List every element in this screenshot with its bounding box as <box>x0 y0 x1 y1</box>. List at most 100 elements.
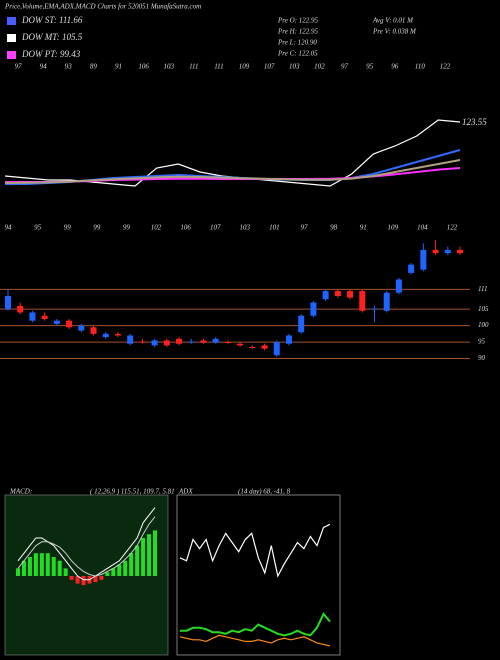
macd-bar <box>99 576 104 580</box>
info-text: Pre V: 0.038 M <box>372 28 417 36</box>
macd-line <box>17 516 156 577</box>
macd-bar <box>16 568 20 576</box>
macd-bar <box>129 553 134 576</box>
price-label: 97 <box>15 63 23 71</box>
price-label: 107 <box>264 63 275 71</box>
price-label: 103 <box>289 63 300 71</box>
candle-body <box>359 291 366 311</box>
candle-body <box>408 264 415 273</box>
panel-params: (14 day) 68, -41, 8 <box>238 488 291 496</box>
price-label: 107 <box>210 224 221 232</box>
macd-bar <box>111 568 116 576</box>
candle-body <box>127 335 134 344</box>
candle-body <box>139 341 146 343</box>
candle-body <box>188 341 195 343</box>
candle-body <box>432 249 439 254</box>
y-tick-label: 95 <box>478 338 486 346</box>
candle-body <box>41 315 48 320</box>
price-label: 97 <box>301 224 309 232</box>
macd-bar <box>21 560 26 576</box>
candle-body <box>395 279 402 293</box>
price-label: 111 <box>189 63 198 71</box>
price-label: 103 <box>240 224 251 232</box>
price-label: 91 <box>115 63 122 71</box>
macd-bar <box>27 557 32 576</box>
candle-body <box>102 333 109 338</box>
price-label: 97 <box>341 63 349 71</box>
panel-params: ( 12,26,9 ) 115.51, 109.7, 5.81 <box>90 488 175 496</box>
candle-body <box>224 342 231 344</box>
macd-bar <box>51 557 56 576</box>
legend-swatch <box>7 34 16 42</box>
candle-body <box>212 338 219 343</box>
price-label: 99 <box>93 224 101 232</box>
price-label: 89 <box>90 63 98 71</box>
adx-panel <box>176 494 341 656</box>
candle-body <box>78 325 85 331</box>
price-label: 122 <box>440 63 451 71</box>
price-label: 95 <box>366 63 374 71</box>
candle-body <box>151 340 158 346</box>
info-text: Pre C: 122.05 <box>277 50 318 58</box>
price-label: 94 <box>5 224 13 232</box>
y-tick-label: 100 <box>478 321 489 329</box>
macd-bar <box>33 553 38 576</box>
macd-bar <box>153 530 157 576</box>
macd-bar <box>39 553 44 576</box>
price-label: 102 <box>151 224 162 232</box>
info-text: Pre H: 122.95 <box>277 28 318 36</box>
macd-bar <box>75 576 80 584</box>
panel-label: MACD: <box>9 488 32 496</box>
price-label: 110 <box>415 63 425 71</box>
candle-body <box>29 312 36 321</box>
candle-body <box>249 347 256 349</box>
macd-bar <box>45 553 50 576</box>
price-label: 104 <box>417 224 428 232</box>
price-label: 102 <box>314 63 325 71</box>
candle-body <box>114 333 121 336</box>
macd-bar <box>147 534 152 576</box>
price-label: 93 <box>65 63 73 71</box>
legend-label: DOW ST: 111.66 <box>21 15 83 25</box>
candle-body <box>334 291 341 296</box>
price-label: 98 <box>330 224 338 232</box>
candle-body <box>90 327 97 334</box>
price-label: 109 <box>239 63 250 71</box>
macd-bar <box>81 576 86 586</box>
price-label: 99 <box>123 224 131 232</box>
candle-body <box>163 340 170 346</box>
price-label: 106 <box>180 224 191 232</box>
y-tick-label: 90 <box>478 354 486 362</box>
legend-label: DOW PT: 99.43 <box>21 49 81 59</box>
macd-line <box>17 507 156 581</box>
price-label: 111 <box>214 63 223 71</box>
legend-swatch <box>7 17 16 25</box>
candle-body <box>383 292 390 311</box>
macd-bar <box>141 538 146 576</box>
candle-body <box>273 342 280 356</box>
last-price-label: 123.55 <box>462 117 487 127</box>
price-label: 103 <box>163 63 174 71</box>
macd-panel <box>4 494 169 656</box>
macd-bar <box>57 560 62 576</box>
y-tick-label: 111 <box>478 285 487 293</box>
info-text: Avg V: 0.01 M <box>372 17 414 25</box>
candle-body <box>298 315 305 333</box>
adx-line <box>179 523 331 578</box>
candle-body <box>347 291 354 298</box>
price-label: 101 <box>269 224 280 232</box>
macd-bar <box>69 576 74 580</box>
candle-body <box>371 308 378 310</box>
macd-bar <box>93 576 98 583</box>
adx-line <box>180 612 331 637</box>
macd-bar <box>135 545 140 576</box>
price-label: 94 <box>40 63 48 71</box>
price-label: 122 <box>447 224 458 232</box>
price-label: 109 <box>388 224 399 232</box>
candle-body <box>176 338 183 344</box>
candle-body <box>237 343 244 346</box>
candle-body <box>310 302 317 316</box>
macd-bar <box>123 560 128 576</box>
candle-body <box>322 291 329 300</box>
